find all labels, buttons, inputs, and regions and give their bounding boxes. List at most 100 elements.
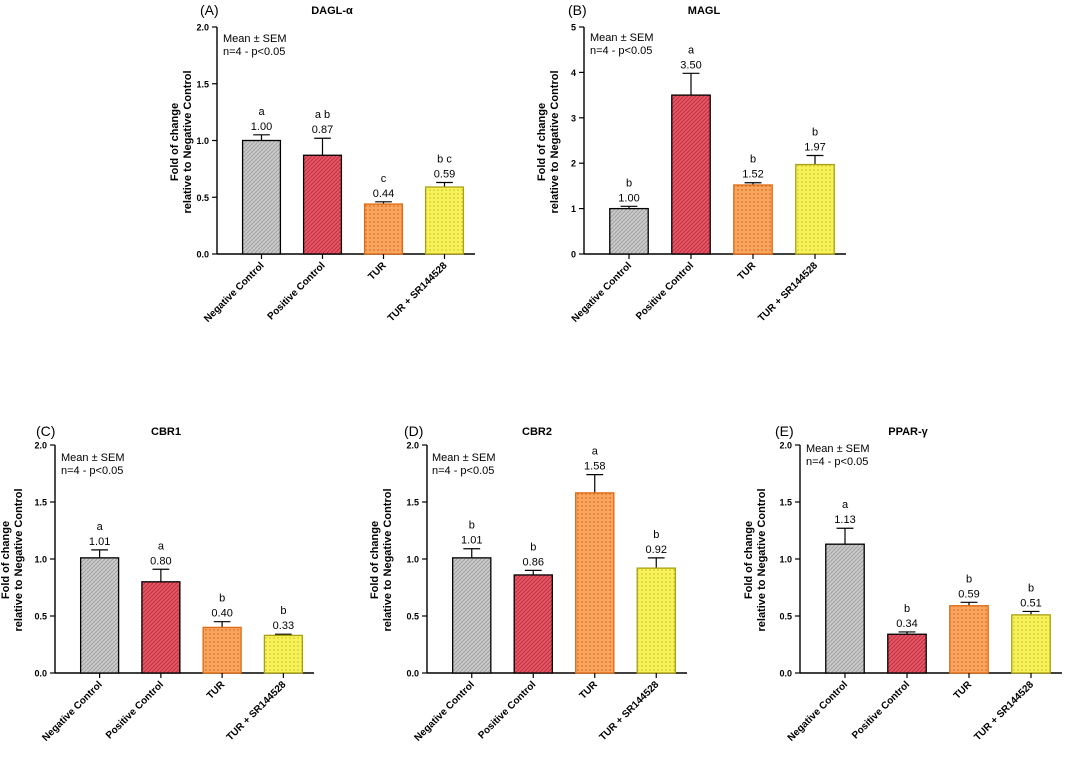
value-label: 1.00 [251,121,272,133]
x-tick-label: TUR [736,260,759,283]
value-label: 0.86 [523,556,544,568]
stats-note-line1: Mean ± SEM [806,443,870,455]
chart-title: CBR1 [151,426,181,438]
stats-note-line1: Mean ± SEM [223,33,287,45]
significance-letter: b [219,593,225,605]
significance-letter: b [966,573,972,585]
stats-note-line2: n=4 - p<0.05 [61,465,123,477]
significance-letter: a [97,521,104,533]
y-tick-label: 2.0 [406,441,419,451]
value-label: 1.52 [742,169,763,181]
bar-tur-sr144528 [263,634,304,674]
bar-tur [949,605,989,674]
x-tick-label: TUR [205,679,228,702]
y-tick-label: 1.5 [196,79,209,89]
y-axis-label-line1: Fold of change [369,521,381,599]
stats-note-line2: n=4 - p<0.05 [223,46,285,58]
significance-letter: a [258,106,265,118]
y-tick-label: 3 [571,113,576,123]
value-label: 1.13 [834,514,855,526]
panel-c: (C) CBR1 Mean ± SEM n=4 - p<0.05 Fold of… [0,423,314,744]
bar-tur [575,492,615,674]
x-tick-label: TUR [578,679,601,702]
y-tick-label: 0 [571,250,576,260]
stats-note-line1: Mean ± SEM [61,452,125,464]
bar-negative-control [825,543,865,674]
y-tick-label: 1.0 [196,136,209,146]
x-tick-label: Negative Control [786,679,851,744]
y-axis-label-line2: relative to Negative Control [756,488,768,631]
significance-letter: a [842,499,849,511]
value-label: 1.01 [89,536,110,548]
bar-positive-control [141,581,181,674]
x-tick-label: Negative Control [40,679,105,744]
panel-label: (E) [775,423,794,439]
value-label: 1.58 [584,461,605,473]
y-tick-label: 0.5 [34,612,47,622]
bar-negative-control [241,139,282,255]
y-tick-label: 1 [571,204,576,214]
y-tick-label: 5 [571,23,576,33]
y-axis-label: Fold of change relative to Negative Cont… [0,488,25,631]
y-tick-label: 0.0 [34,669,47,679]
y-tick-label: 0.0 [779,669,792,679]
value-label: 0.51 [1020,597,1041,609]
bar-tur [363,203,404,255]
significance-letter: a [592,446,599,458]
x-tick-label: Positive Control [850,679,912,741]
y-tick-label: 2 [571,159,576,169]
y-tick-label: 1.5 [406,498,419,508]
y-tick-label: 0.0 [406,669,419,679]
panel-label: (A) [200,2,219,18]
bar-positive-control [671,94,711,255]
significance-letter: b [280,605,286,617]
significance-letter: a [158,540,165,552]
y-tick-label: 1.0 [406,555,419,565]
y-axis-label-line1: Fold of change [743,521,755,599]
value-label: 1.00 [618,192,639,204]
bar-tur [733,184,773,255]
y-axis-label-line2: relative to Negative Control [549,70,561,213]
chart-title: MAGL [688,5,721,17]
y-tick-label: 0.5 [196,193,209,203]
y-tick-label: 2.0 [34,441,47,451]
bar-positive-control [887,633,927,674]
y-axis-label-line2: relative to Negative Control [182,70,194,213]
y-axis-label-line1: Fold of change [536,103,548,181]
significance-letter: b [530,541,536,553]
y-tick-label: 4 [571,68,576,78]
y-tick-label: 1.5 [779,498,792,508]
chart-title: PPAR-γ [888,426,928,438]
y-axis-label: Fold of change relative to Negative Cont… [536,70,561,213]
y-tick-label: 2.0 [779,441,792,451]
y-axis-label: Fold of change relative to Negative Cont… [369,488,394,631]
bar-tur-sr144528 [1011,614,1051,674]
y-tick-label: 1.5 [34,498,47,508]
bar-tur-sr144528 [636,567,676,674]
panel-label: (B) [568,2,587,18]
chart-title: CBR2 [522,426,552,438]
bar-positive-control [513,574,553,674]
stats-note-line2: n=4 - p<0.05 [590,45,652,57]
value-label: 0.34 [896,618,917,630]
value-label: 0.87 [312,124,333,136]
x-tick-label: Positive Control [476,679,538,741]
x-tick-label: Positive Control [634,260,696,322]
significance-letter: b [812,126,818,138]
significance-letter: c [381,173,387,185]
x-tick-label: TUR + SR144528 [598,679,662,743]
x-tick-label: TUR + SR144528 [386,260,450,324]
stats-note-line2: n=4 - p<0.05 [806,456,868,468]
value-label: 0.59 [958,588,979,600]
y-tick-label: 2.0 [196,23,209,33]
value-label: 0.80 [150,555,171,567]
value-label: 0.40 [211,608,232,620]
value-label: 0.92 [646,544,667,556]
bar-negative-control [452,557,492,674]
value-label: 3.50 [680,59,701,71]
panel-a: (A) DAGL-α Mean ± SEM n=4 - p<0.05 Fold … [169,2,475,325]
y-tick-label: 0.5 [406,612,419,622]
value-label: 1.01 [461,535,482,547]
significance-letter: b [653,529,659,541]
stats-note-line1: Mean ± SEM [590,32,654,44]
